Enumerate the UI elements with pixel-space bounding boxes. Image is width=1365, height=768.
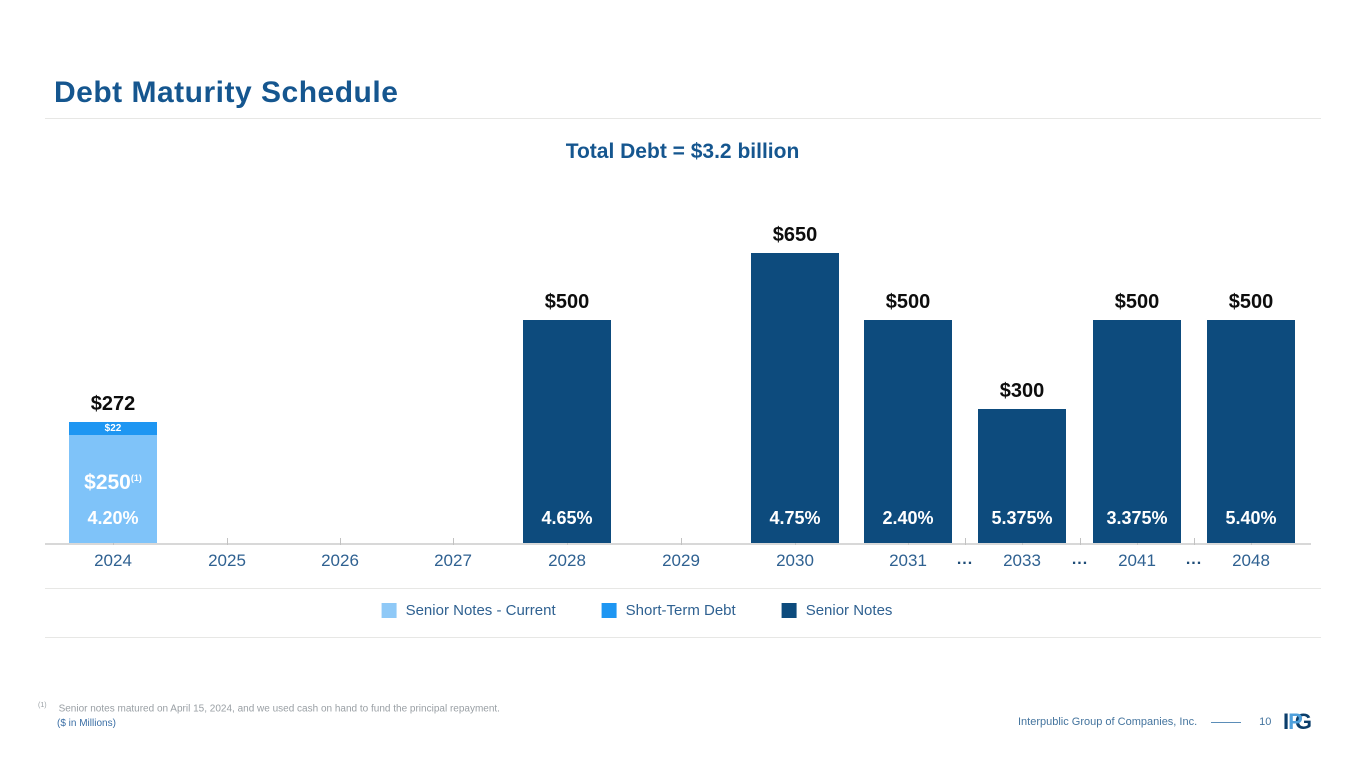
axis-label-2029: 2029 <box>662 551 700 570</box>
bar-total-label: $272 <box>90 393 136 415</box>
units-note: ($ in Millions) <box>57 718 116 729</box>
segment-senior-notes <box>1093 320 1181 543</box>
legend-label: Short-Term Debt <box>625 602 736 619</box>
logo-letter-g: G <box>1294 709 1312 734</box>
bar-2031: 2.40% <box>864 320 952 543</box>
axis-gap-ellipsis: ... <box>956 551 974 568</box>
bar-total-label: $500 <box>885 291 931 313</box>
segment-senior-notes <box>864 320 952 543</box>
bar-rate-label: 3.375% <box>1106 508 1168 528</box>
axis-label-2041: 2041 <box>1118 551 1156 570</box>
bar-rate-label: 4.65% <box>541 508 593 528</box>
logo-letter-p: P <box>1288 709 1303 734</box>
axis-gap-ellipsis: ... <box>1071 551 1089 568</box>
bar-rate-label: 2.40% <box>882 508 934 528</box>
chart-title: Total Debt = $3.2 billion <box>565 140 800 163</box>
axis-label-2033: 2033 <box>1003 551 1041 570</box>
axis-tick <box>681 538 682 545</box>
bar-2048: 5.40% <box>1207 320 1295 543</box>
segment-short-term-debt: $22 <box>69 422 157 435</box>
axis-label-2031: 2031 <box>889 551 927 570</box>
axis-tick <box>1194 538 1195 545</box>
footer: Interpublic Group of Companies, Inc. 10 <box>1018 716 1271 728</box>
segment-senior-notes <box>1207 320 1295 543</box>
legend-divider-bottom <box>45 637 1321 638</box>
bar-rate-label: 4.20% <box>87 508 139 528</box>
footnote-marker: (1) <box>38 702 47 709</box>
axis-label-2027: 2027 <box>434 551 472 570</box>
legend-swatch-icon <box>781 603 797 618</box>
legend-divider-top <box>45 588 1321 589</box>
bar-total-label: $500 <box>1114 291 1160 313</box>
segment-footnote-ref: (1) <box>130 473 142 483</box>
footer-divider-line <box>1211 721 1242 723</box>
legend-swatch-icon <box>381 603 397 618</box>
ipg-logo: IPG <box>1283 709 1312 735</box>
axis-tick <box>1080 538 1081 545</box>
axis-label-2024: 2024 <box>94 551 132 570</box>
title-divider <box>45 118 1321 119</box>
legend-label: Senior Notes - Current <box>405 602 556 619</box>
chart-legend: Senior Notes - Current Short-Term Debt Sen… <box>381 602 893 619</box>
bar-2033: 5.375% <box>978 409 1066 543</box>
axis-label-2048: 2048 <box>1232 551 1270 570</box>
axis-label-2030: 2030 <box>776 551 814 570</box>
axis-gap-ellipsis: ... <box>1185 551 1203 568</box>
axis-label-2026: 2026 <box>321 551 359 570</box>
bar-rate-label: 4.75% <box>769 508 821 528</box>
legend-swatch-icon <box>601 603 617 618</box>
footnote-text: Senior notes matured on April 15, 2024, … <box>58 703 500 715</box>
bar-2030: 4.75% <box>751 253 839 543</box>
segment-senior-notes <box>523 320 611 543</box>
footnote: (1) Senior notes matured on April 15, 202… <box>38 702 500 714</box>
bar-2041: 3.375% <box>1093 320 1181 543</box>
bar-total-label: $500 <box>1228 291 1274 313</box>
axis-tick <box>340 538 341 545</box>
legend-item-senior-notes-current: Senior Notes - Current <box>381 602 556 619</box>
axis-tick <box>965 538 966 545</box>
segment-value-label: $250(1) <box>84 471 142 494</box>
page-title: Debt Maturity Schedule <box>54 76 399 109</box>
axis-label-2028: 2028 <box>548 551 586 570</box>
bar-total-label: $300 <box>999 380 1045 402</box>
x-axis-line <box>45 543 1311 545</box>
axis-tick <box>453 538 454 545</box>
legend-label: Senior Notes <box>805 602 893 619</box>
legend-item-senior-notes: Senior Notes <box>781 602 893 619</box>
logo-letter-i: I <box>1283 709 1289 734</box>
axis-label-2025: 2025 <box>208 551 246 570</box>
bar-total-label: $500 <box>544 291 590 313</box>
axis-tick <box>227 538 228 545</box>
segment-senior-notes <box>978 409 1066 543</box>
bar-rate-label: 5.40% <box>1225 508 1277 528</box>
footer-company: Interpublic Group of Companies, Inc. <box>1018 716 1198 728</box>
bar-2028: 4.65% <box>523 320 611 543</box>
segment-senior-notes <box>751 253 839 543</box>
bar-2024: $22 $250(1) 4.20% <box>69 422 157 543</box>
legend-item-short-term-debt: Short-Term Debt <box>601 602 736 619</box>
segment-senior-notes-current: $250(1) <box>69 435 157 543</box>
bar-rate-label: 5.375% <box>991 508 1053 528</box>
bar-total-label: $650 <box>772 224 818 246</box>
page-number: 10 <box>1259 716 1272 728</box>
